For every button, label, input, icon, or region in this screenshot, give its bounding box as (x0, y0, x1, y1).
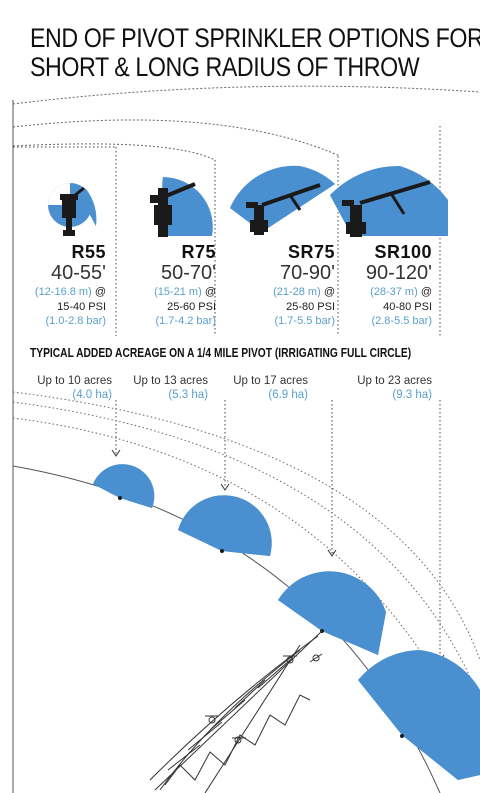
model-range: 50-70' (161, 262, 216, 284)
sprinkler-r75-icon (150, 177, 213, 237)
model-metric-range: (21-28 m) @ (273, 286, 335, 299)
model-pressure-psi: 25-60 PSI (167, 301, 216, 313)
acreage-text: Up to 23 acres (357, 375, 432, 387)
title-line-2: SHORT & LONG RADIUS OF THROW (30, 52, 420, 82)
metric-value: (21-28 m) (273, 286, 321, 298)
acreage-hectares: (4.0 ha) (72, 389, 112, 401)
model-pressure-psi: 15-40 PSI (57, 301, 106, 313)
model-pressure-bar: (1.7-4.2 bar) (155, 315, 216, 327)
arrowhead-sr75 (327, 549, 337, 557)
throw-arc-sr100 (12, 85, 480, 105)
model-metric-range: (15-21 m) @ (154, 286, 216, 299)
model-pressure-bar: (1.7-5.5 bar) (274, 315, 335, 327)
model-metric-range: (12-16.8 m) @ (35, 286, 106, 299)
model-name: SR100 (374, 242, 432, 262)
sprinkler-sr75-icon (230, 165, 335, 235)
at-symbol: @ (204, 286, 216, 298)
model-name: R55 (71, 242, 106, 262)
acreage-r55: Up to 10 acres (4.0 ha) (20, 374, 112, 402)
throw-arc-r75 (12, 143, 216, 161)
at-symbol: @ (94, 286, 106, 298)
at-symbol: @ (420, 286, 432, 298)
model-pressure-bar: (1.0-2.8 bar) (45, 315, 106, 327)
at-symbol: @ (323, 286, 335, 298)
model-pressure-bar: (2.8-5.5 bar) (371, 315, 432, 327)
arrowhead-r55 (111, 449, 121, 457)
acreage-text: Up to 10 acres (37, 375, 112, 387)
model-range: 40-55' (51, 262, 106, 284)
bottom-throw-arcs (12, 391, 480, 761)
model-pressure-psi: 40-80 PSI (383, 301, 432, 313)
acreage-hectares: (6.9 ha) (268, 389, 308, 401)
top-throw-arcs (12, 85, 480, 161)
model-metric-range: (28-37 m) @ (370, 286, 432, 299)
acreage-r75: Up to 13 acres (5.3 ha) (116, 374, 208, 402)
metric-value: (28-37 m) (370, 286, 418, 298)
acreage-text: Up to 17 acres (233, 375, 308, 387)
throw-arc-sr75 (12, 119, 341, 157)
acreage-hectares: (9.3 ha) (392, 389, 432, 401)
pivot-points (118, 496, 404, 738)
pivot-arm-icon (149, 630, 323, 793)
acreage-sr100: Up to 23 acres (9.3 ha) (340, 374, 432, 402)
acreage-sr75: Up to 17 acres (6.9 ha) (216, 374, 308, 402)
model-name: R75 (181, 242, 216, 262)
page-title: END OF PIVOT SPRINKLER OPTIONS FOR SHORT… (30, 23, 480, 82)
acreage-subtitle: TYPICAL ADDED ACREAGE ON A 1/4 MILE PIVO… (30, 346, 412, 360)
model-range: 90-120' (365, 262, 432, 284)
outer-arc-3 (12, 391, 480, 661)
sprinkler-r55-icon (48, 183, 97, 236)
outer-arc-2 (12, 401, 480, 701)
acreage-hectares: (5.3 ha) (168, 389, 208, 401)
model-name: SR75 (287, 242, 335, 262)
acreage-text: Up to 13 acres (133, 375, 208, 387)
outer-arc-1 (12, 417, 480, 761)
title-line-1: END OF PIVOT SPRINKLER OPTIONS FOR (30, 23, 480, 53)
model-range: 70-90' (280, 262, 335, 284)
metric-value: (15-21 m) (154, 286, 202, 298)
arrowhead-r75 (220, 483, 230, 491)
model-pressure-psi: 25-80 PSI (286, 301, 335, 313)
arrowheads (111, 449, 445, 662)
sprinkler-sr100-icon (330, 165, 448, 237)
metric-value: (12-16.8 m) (34, 286, 92, 298)
